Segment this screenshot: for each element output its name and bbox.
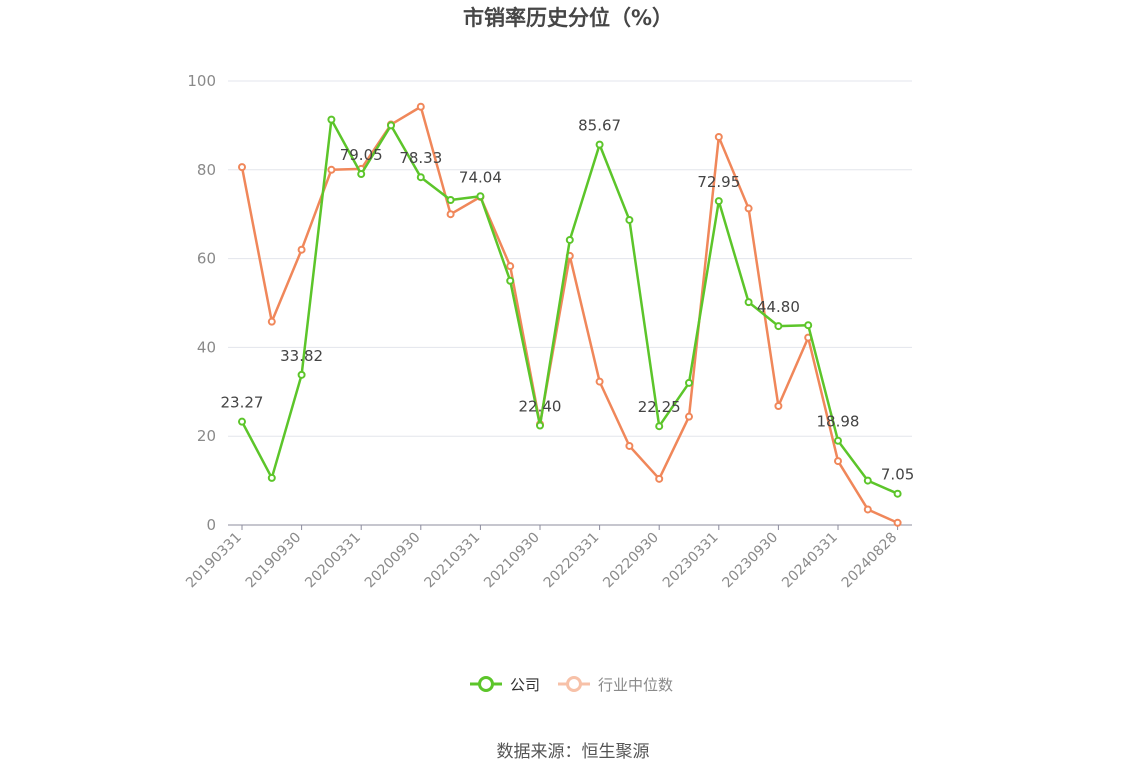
legend-label-industry-median: 行业中位数 <box>598 676 673 694</box>
data-point-industry-median <box>893 518 902 527</box>
data-point-industry-median <box>297 245 306 254</box>
data-point-company <box>536 421 544 430</box>
x-tick-label: 20220331 <box>541 530 603 592</box>
data-point-company <box>655 422 664 431</box>
data-point-company <box>357 170 366 179</box>
data-point-industry-median <box>595 377 604 386</box>
legend: 公司 行业中位数 <box>470 676 673 694</box>
x-tick-label: 20240331 <box>779 530 841 592</box>
series-lines <box>238 102 902 527</box>
source-note: 数据来源：恒生聚源 <box>497 742 650 762</box>
x-tick-label: 20200930 <box>362 530 424 592</box>
data-point-company <box>416 173 425 182</box>
data-point-company <box>685 378 693 387</box>
data-label: 18.98 <box>817 413 860 431</box>
x-tick-label: 20200331 <box>302 530 364 592</box>
data-point-company <box>565 235 574 244</box>
data-point-company <box>625 215 634 224</box>
data-point-company <box>744 298 753 307</box>
x-tick-label: 20230930 <box>720 530 782 592</box>
data-point-industry-median <box>506 262 515 271</box>
x-tick-label: 20210331 <box>422 530 484 592</box>
data-label: 72.95 <box>697 173 740 191</box>
data-point-company <box>446 195 455 204</box>
x-tick-label: 20190930 <box>243 530 305 592</box>
legend-marker-company <box>478 676 494 692</box>
data-point-company <box>387 121 395 130</box>
data-point-company <box>863 476 872 485</box>
y-tick-label: 0 <box>206 516 216 534</box>
legend-item-industry-median[interactable]: 行业中位数 <box>558 676 673 694</box>
data-labels: 23.27 33.82 79.05 78.33 74.04 22.40 85.67 22.25… <box>221 117 915 484</box>
y-axis-ticks: 0 20 40 60 80 100 <box>187 72 216 534</box>
data-label: 44.80 <box>757 298 800 316</box>
legend-marker-industry-median <box>566 676 582 692</box>
data-point-industry-median <box>267 317 276 326</box>
y-tick-label: 60 <box>197 250 216 268</box>
x-tick-label: 20190331 <box>183 530 245 592</box>
legend-item-company[interactable]: 公司 <box>470 676 540 694</box>
data-point-company <box>327 115 336 124</box>
x-tick-label: 20220930 <box>600 530 662 592</box>
y-tick-label: 100 <box>187 72 216 90</box>
data-label: 74.04 <box>459 168 502 186</box>
data-point-company <box>267 473 276 482</box>
data-label: 22.25 <box>638 398 681 416</box>
data-point-company <box>714 197 723 206</box>
data-point-company <box>506 276 515 285</box>
data-point-company <box>893 489 902 498</box>
x-tick-label: 20230331 <box>660 530 722 592</box>
data-point-company <box>804 321 813 330</box>
data-point-industry-median <box>744 204 753 213</box>
data-label: 33.82 <box>280 347 323 365</box>
data-label: 78.33 <box>399 149 442 167</box>
x-tick-label: 20240828 <box>839 530 901 592</box>
data-point-industry-median <box>714 132 723 141</box>
x-tick-label: 20210930 <box>481 530 543 592</box>
data-label: 85.67 <box>578 117 621 135</box>
legend-label-company: 公司 <box>510 676 540 694</box>
x-axis-ticks: 2019033120190930202003312020093020210331… <box>183 525 900 591</box>
data-point-company <box>297 370 306 379</box>
data-label: 79.05 <box>340 146 383 164</box>
data-point-company <box>834 436 842 445</box>
data-point-industry-median <box>446 210 455 219</box>
data-point-industry-median <box>774 402 783 411</box>
chart-title: 市销率历史分位（%） <box>463 6 673 30</box>
data-label: 7.05 <box>881 466 914 484</box>
data-point-industry-median <box>834 457 842 466</box>
y-tick-label: 20 <box>197 427 216 445</box>
y-tick-label: 80 <box>197 161 216 179</box>
data-point-industry-median <box>625 441 634 450</box>
data-point-company <box>774 322 783 331</box>
data-point-industry-median <box>416 102 425 111</box>
data-point-industry-median <box>863 505 872 514</box>
data-point-industry-median <box>238 163 246 172</box>
data-point-industry-median <box>655 474 664 483</box>
data-label: 22.40 <box>519 398 562 416</box>
data-point-industry-median <box>685 412 693 421</box>
data-point-company <box>595 140 604 149</box>
data-point-industry-median <box>327 165 336 174</box>
y-tick-label: 40 <box>197 338 216 356</box>
data-label: 23.27 <box>221 394 264 412</box>
data-point-company <box>238 417 246 426</box>
data-point-company <box>476 192 485 201</box>
